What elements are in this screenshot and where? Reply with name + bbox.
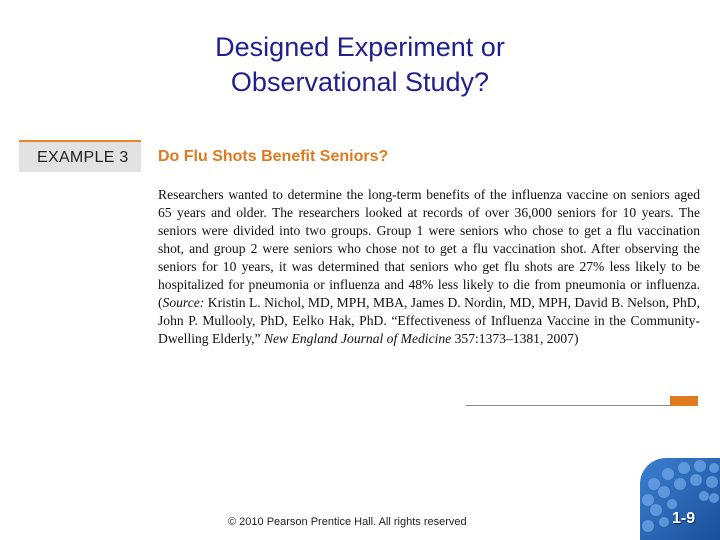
example-body: Researchers wanted to determine the long… — [158, 186, 700, 348]
slide-title-line-2: Observational Study? — [230, 67, 490, 97]
slide-title-line-1: Designed Experiment or — [215, 32, 505, 62]
example-label-bar: EXAMPLE 3 — [19, 140, 141, 172]
bubble-pattern-icon — [640, 458, 720, 540]
example-heading: Do Flu Shots Benefit Seniors? — [158, 148, 389, 165]
source-label: Source: — [162, 295, 205, 310]
source-authors: Kristin L. Nichol, MD, MPH, MBA, James D… — [158, 295, 700, 346]
page-badge-graphic — [640, 458, 720, 540]
copyright-footer: © 2010 Pearson Prentice Hall. All rights… — [228, 516, 467, 528]
divider-accent — [670, 396, 698, 406]
slide-title: Designed Experiment or Observational Stu… — [0, 30, 720, 100]
journal-name: New England Journal of Medicine — [263, 331, 452, 346]
example-label: EXAMPLE 3 — [37, 149, 129, 166]
example-body-text: Researchers wanted to determine the long… — [158, 187, 700, 310]
divider-line — [466, 405, 670, 406]
citation-end: 357:1373–1381, 2007) — [451, 331, 579, 346]
page-number: 1-9 — [672, 510, 696, 527]
